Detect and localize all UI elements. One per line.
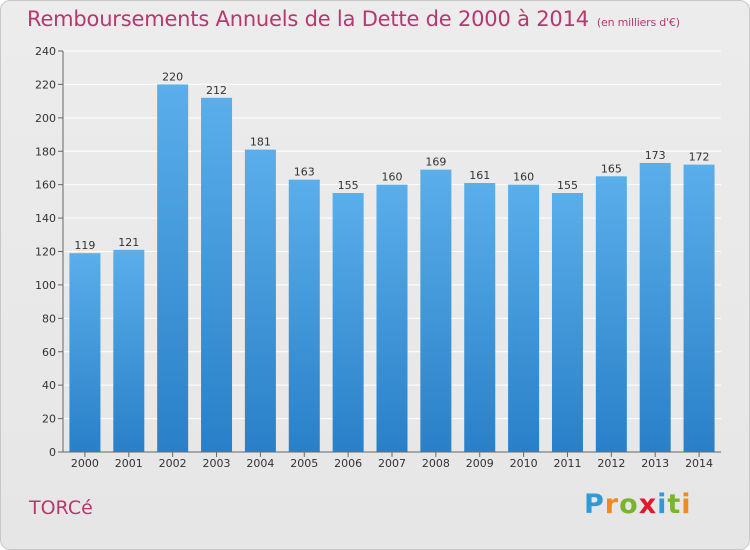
logo-letter: P: [584, 489, 605, 520]
data-labels: 119 121 220 212 181 163 155 160 169 161 160 155 165 1…: [74, 70, 709, 252]
x-tick-label: 2006: [334, 457, 362, 470]
x-tick-label: 2014: [685, 457, 713, 470]
y-tick-label: 240: [35, 45, 56, 58]
bar-value-label: 121: [118, 236, 139, 249]
bar-value-label: 220: [162, 70, 183, 83]
x-tick-label: 2012: [597, 457, 625, 470]
bar-value-label: 212: [206, 84, 227, 97]
y-tick-label: 120: [35, 246, 56, 259]
bar: [157, 84, 189, 453]
bar: [639, 162, 671, 452]
x-tick-label: 2004: [246, 457, 274, 470]
proxiti-logo: Proxiti: [584, 489, 692, 520]
x-tick-label: 2003: [203, 457, 231, 470]
bar-value-label: 160: [382, 171, 403, 184]
logo-letter: o: [619, 489, 639, 520]
y-tick-label: 200: [35, 112, 56, 125]
bar: [113, 249, 145, 452]
x-tick-label: 2000: [71, 457, 99, 470]
bar-value-label: 172: [689, 151, 710, 164]
bar-value-label: 169: [425, 156, 446, 169]
bar-value-label: 163: [294, 166, 315, 179]
commune-name: TORCé: [29, 497, 93, 519]
chart-subtitle: (en milliers d'€): [596, 16, 680, 29]
bar-value-label: 161: [469, 169, 490, 182]
y-tick-label: 180: [35, 145, 56, 158]
bar: [244, 149, 276, 452]
bar: [69, 253, 101, 452]
bar: [201, 97, 233, 453]
bar-value-label: 155: [338, 179, 359, 192]
x-tick-label: 2010: [510, 457, 538, 470]
bar-value-label: 119: [74, 239, 95, 252]
bar: [683, 164, 715, 452]
bar: [376, 184, 408, 452]
logo-letter: x: [638, 489, 658, 520]
x-tick-label: 2009: [466, 457, 494, 470]
y-tick-label: 160: [35, 179, 56, 192]
y-tick-label: 20: [42, 413, 56, 426]
y-tick-label: 220: [35, 78, 56, 91]
bar: [595, 176, 627, 452]
bar: [464, 182, 496, 452]
y-tick-label: 60: [42, 346, 56, 359]
x-tick-label: 2011: [553, 457, 581, 470]
logo-letter: r: [604, 489, 620, 520]
logo-letter: i: [681, 489, 692, 520]
y-tick-label: 40: [42, 379, 56, 392]
logo-letter: i: [657, 489, 668, 520]
bar: [551, 193, 583, 453]
title-text: Remboursements Annuels de la Dette de 20…: [27, 7, 589, 31]
bar: [332, 193, 364, 453]
logo-letter: t: [667, 489, 682, 520]
x-tick-label: 2007: [378, 457, 406, 470]
bar: [420, 169, 452, 453]
y-tick-label: 100: [35, 279, 56, 292]
x-tick-label: 2001: [115, 457, 143, 470]
x-tick-label: 2013: [641, 457, 669, 470]
bar-value-label: 173: [645, 149, 666, 162]
bar: [288, 179, 320, 452]
y-tick-label: 80: [42, 312, 56, 325]
bars: [69, 84, 715, 453]
y-tick-label: 140: [35, 212, 56, 225]
bar-value-label: 155: [557, 179, 578, 192]
y-tick-label: 0: [49, 446, 56, 459]
chart-title: Remboursements Annuels de la Dette de 20…: [27, 7, 680, 31]
bar-value-label: 160: [513, 171, 534, 184]
x-tick-label: 2008: [422, 457, 450, 470]
bar-value-label: 165: [601, 162, 622, 175]
x-tick-label: 2005: [290, 457, 318, 470]
bar-value-label: 181: [250, 136, 271, 149]
x-tick-label: 2002: [159, 457, 187, 470]
bar: [508, 184, 540, 452]
axes: 0 20 40 60 80 100 120 140 160 180 200 220 240 2000 200…: [35, 45, 721, 470]
